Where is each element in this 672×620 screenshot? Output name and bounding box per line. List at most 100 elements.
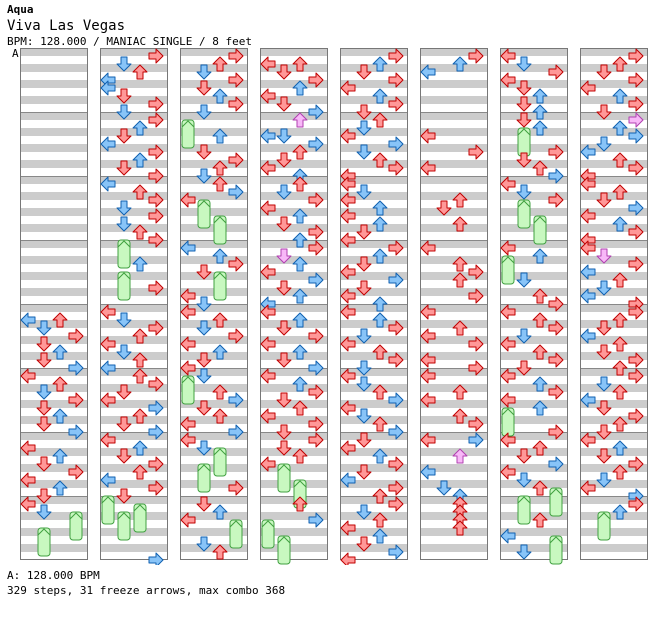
step-arrow-left: [340, 472, 356, 488]
beat-band: [180, 112, 248, 120]
chart-column-8: [580, 48, 648, 560]
beat-band: [500, 384, 568, 392]
step-arrow-right: [468, 48, 484, 64]
beat-band: [100, 448, 168, 456]
beat-band: [340, 416, 408, 424]
step-arrow-right: [148, 320, 164, 336]
beat-band: [340, 224, 408, 232]
step-arrow-down: [516, 80, 532, 96]
beat-band: [260, 176, 328, 184]
beat-band: [20, 288, 88, 296]
beat-band: [180, 240, 248, 248]
step-arrow-down: [196, 368, 212, 384]
beat-band: [340, 496, 408, 504]
step-arrow-down: [196, 320, 212, 336]
step-arrow-right: [388, 272, 404, 288]
step-arrow-down: [116, 344, 132, 360]
beat-band: [500, 48, 568, 56]
step-arrow-right: [468, 144, 484, 160]
beat-band: [20, 464, 88, 472]
step-arrow-left: [260, 456, 276, 472]
step-arrow-up: [52, 448, 68, 464]
step-arrow-left: [500, 528, 516, 544]
step-arrow-left: [340, 192, 356, 208]
beat-band: [260, 80, 328, 88]
beat-band: [420, 400, 488, 408]
beat-band: [260, 320, 328, 328]
beat-band: [500, 480, 568, 488]
step-arrow-right: [628, 304, 644, 320]
step-arrow-down: [116, 416, 132, 432]
step-arrow-left: [420, 368, 436, 384]
step-arrow-left: [500, 176, 516, 192]
step-arrow-down: [116, 384, 132, 400]
beat-band: [420, 176, 488, 184]
step-arrow-down: [196, 536, 212, 552]
step-arrow-right: [628, 128, 644, 144]
step-arrow-down: [276, 96, 292, 112]
step-arrow-down: [596, 64, 612, 80]
beat-band: [580, 288, 648, 296]
step-arrow-down: [36, 400, 52, 416]
beat-band: [260, 416, 328, 424]
step-arrow-left: [180, 360, 196, 376]
step-arrow-right: [468, 288, 484, 304]
beat-band: [420, 352, 488, 360]
beat-band: [420, 224, 488, 232]
freeze-head: [117, 240, 131, 248]
step-arrow-left: [420, 240, 436, 256]
step-arrow-left: [340, 232, 356, 248]
step-arrow-right: [628, 72, 644, 88]
step-arrow-down: [356, 504, 372, 520]
step-arrow-up: [372, 416, 388, 432]
step-arrow-right: [148, 112, 164, 128]
beat-band: [340, 192, 408, 200]
step-arrow-right: [468, 416, 484, 432]
step-arrow-left: [420, 304, 436, 320]
step-arrow-down: [116, 88, 132, 104]
beat-band: [260, 240, 328, 248]
step-arrow-left: [260, 336, 276, 352]
step-arrow-right: [468, 336, 484, 352]
step-arrow-down: [116, 128, 132, 144]
freeze-arrow-down: [197, 463, 211, 493]
step-arrow-right: [308, 384, 324, 400]
beat-band: [420, 384, 488, 392]
step-arrow-left: [100, 472, 116, 488]
beat-band: [180, 176, 248, 184]
beat-band: [500, 528, 568, 536]
beat-band: [340, 112, 408, 120]
step-arrow-up: [212, 88, 228, 104]
step-arrow-left: [420, 160, 436, 176]
step-arrow-down: [276, 320, 292, 336]
step-arrow-left: [580, 392, 596, 408]
step-arrow-right: [548, 192, 564, 208]
step-arrow-up: [532, 512, 548, 528]
step-arrow-left: [100, 336, 116, 352]
beat-band: [260, 544, 328, 552]
beat-band: [420, 288, 488, 296]
step-arrow-down: [36, 504, 52, 520]
beat-band: [340, 448, 408, 456]
beat-band: [180, 368, 248, 376]
step-arrow-left: [580, 144, 596, 160]
step-arrow-left: [500, 432, 516, 448]
step-arrow-right: [228, 72, 244, 88]
beat-band: [340, 384, 408, 392]
step-arrow-up: [132, 440, 148, 456]
group-name: Aqua: [7, 3, 34, 16]
beat-band: [340, 336, 408, 344]
step-arrow-left: [500, 240, 516, 256]
step-arrow-down: [596, 344, 612, 360]
step-arrow-down: [436, 200, 452, 216]
step-arrow-up: [532, 248, 548, 264]
step-arrow-down: [276, 392, 292, 408]
step-arrow-down: [116, 56, 132, 72]
beat-band: [100, 240, 168, 248]
step-arrow-down: [36, 384, 52, 400]
step-arrow-right: [228, 152, 244, 168]
beat-band: [340, 256, 408, 264]
step-arrow-down: [516, 96, 532, 112]
beat-band: [20, 240, 88, 248]
step-arrow-down: [596, 472, 612, 488]
